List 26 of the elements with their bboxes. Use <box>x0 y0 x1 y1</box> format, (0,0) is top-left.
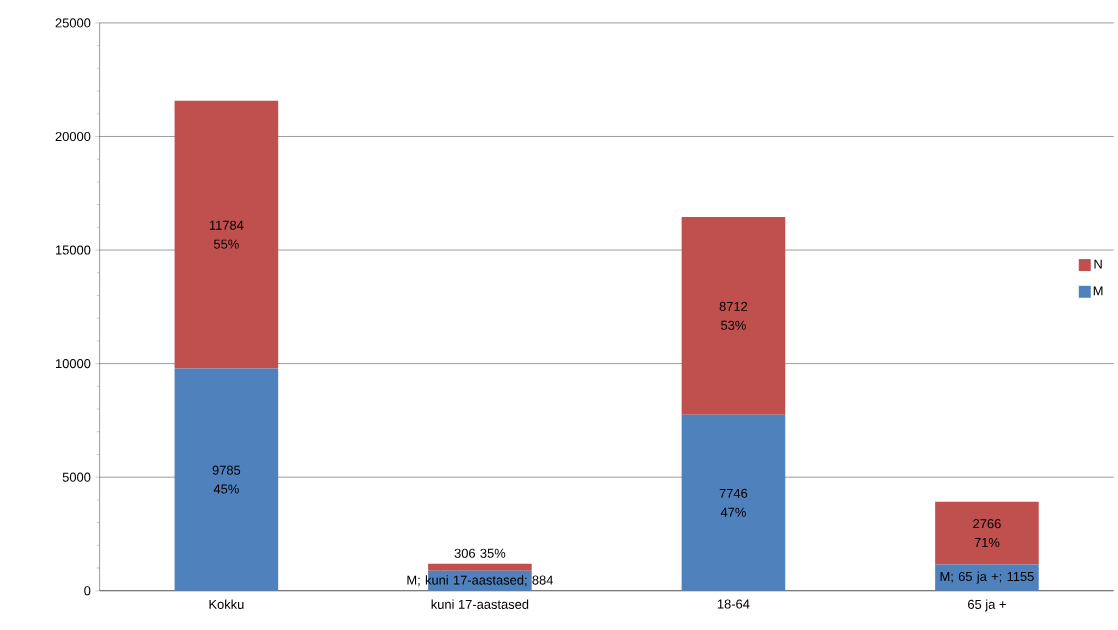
data-label: 8712 53% <box>719 302 748 331</box>
bar <box>428 563 532 571</box>
bar <box>681 217 786 415</box>
data-label: 11784 55% <box>209 220 244 249</box>
legend-label: N <box>1094 259 1102 269</box>
y-tick-label: 10000 <box>55 359 91 369</box>
bar <box>935 564 1039 591</box>
bar <box>935 501 1039 565</box>
data-label: 306 35% <box>454 548 506 559</box>
x-tick-label: 18-64 <box>717 599 750 609</box>
y-tick-label: 20000 <box>55 132 91 142</box>
data-label: 9785 45% <box>212 465 241 494</box>
x-tick-label: Kokku <box>209 599 244 610</box>
x-tick-label: 65 ja + <box>968 599 1006 612</box>
data-label: 7746 47% <box>719 488 748 517</box>
bar <box>174 368 279 591</box>
y-tick-label: 25000 <box>55 18 91 28</box>
y-tick-label: 15000 <box>55 245 91 255</box>
y-tick-label: 5000 <box>62 472 91 482</box>
bar <box>681 415 786 591</box>
bar <box>174 101 279 369</box>
legend-label: M <box>1093 286 1103 296</box>
data-label: 2766 71% <box>973 519 1001 548</box>
x-tick-label: kuni 17-aastased <box>431 599 529 610</box>
data-label: M; 65 ja +; 1155 <box>940 571 1034 584</box>
y-tick-label: 0 <box>84 586 91 596</box>
